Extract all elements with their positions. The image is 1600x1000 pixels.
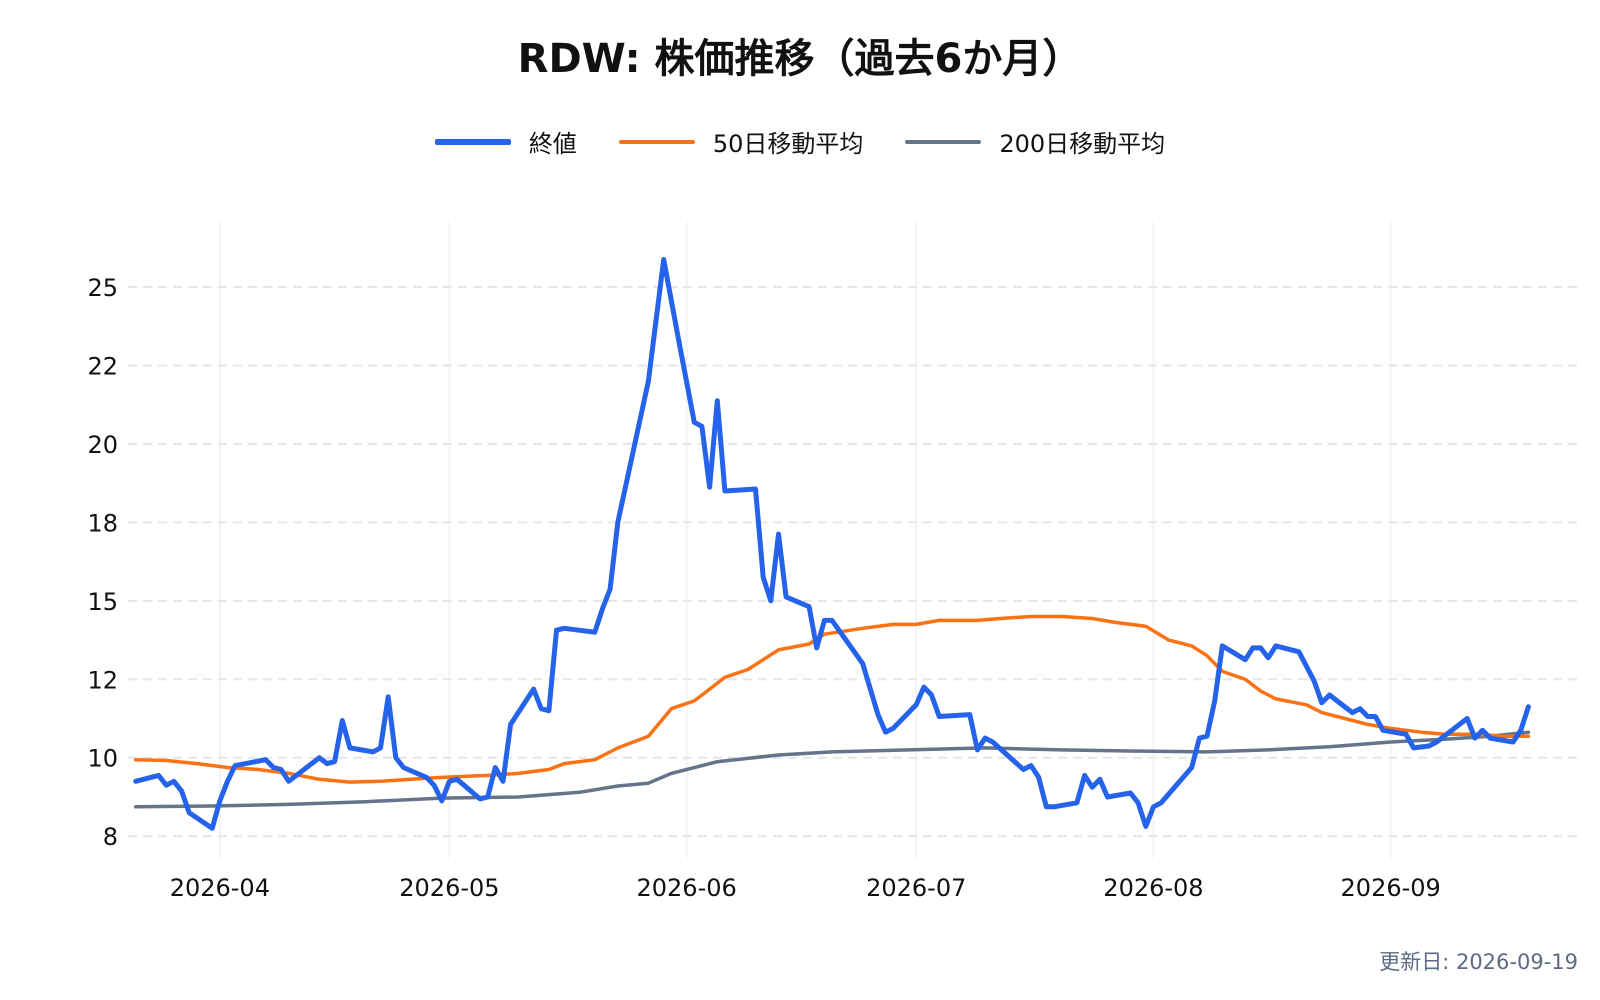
y-tick-label: 8 (103, 823, 118, 851)
y-tick-label: 12 (87, 666, 118, 694)
y-tick-label: 18 (87, 509, 118, 537)
ma50-line[interactable] (133, 614, 1531, 784)
legend-swatch-close (434, 138, 511, 145)
legend: 終値 50日移動平均 200日移動平均 (0, 124, 1600, 159)
x-tick-label: 2026-09 (1341, 874, 1441, 902)
x-tick-label: 2026-05 (399, 874, 499, 902)
y-tick-label: 20 (87, 431, 118, 459)
legend-swatch-ma200 (905, 139, 982, 144)
x-tick-label: 2026-07 (866, 874, 966, 902)
updated-date: 更新日: 2026-09-19 (1379, 950, 1578, 974)
close-price-line[interactable] (133, 257, 1531, 831)
legend-item-ma50[interactable]: 50日移動平均 (618, 124, 864, 159)
legend-item-ma200[interactable]: 200日移動平均 (905, 124, 1165, 159)
legend-item-close[interactable]: 終値 (434, 124, 577, 159)
y-tick-label: 25 (87, 274, 118, 302)
ma200-line[interactable] (133, 730, 1531, 809)
x-tick-label: 2026-04 (170, 874, 270, 902)
x-tick-label: 2026-06 (637, 874, 737, 902)
y-tick-label: 10 (87, 745, 118, 773)
legend-swatch-ma50 (618, 139, 695, 144)
y-tick-label: 15 (87, 588, 118, 616)
legend-label-ma50: 50日移動平均 (712, 130, 864, 158)
x-tick-label: 2026-08 (1103, 874, 1203, 902)
grid (128, 222, 1582, 858)
y-tick-label: 22 (87, 352, 118, 380)
legend-label-ma200: 200日移動平均 (999, 130, 1166, 158)
chart-title: RDW: 株価推移（過去6か月） (517, 36, 1083, 82)
legend-label-close: 終値 (528, 130, 577, 158)
